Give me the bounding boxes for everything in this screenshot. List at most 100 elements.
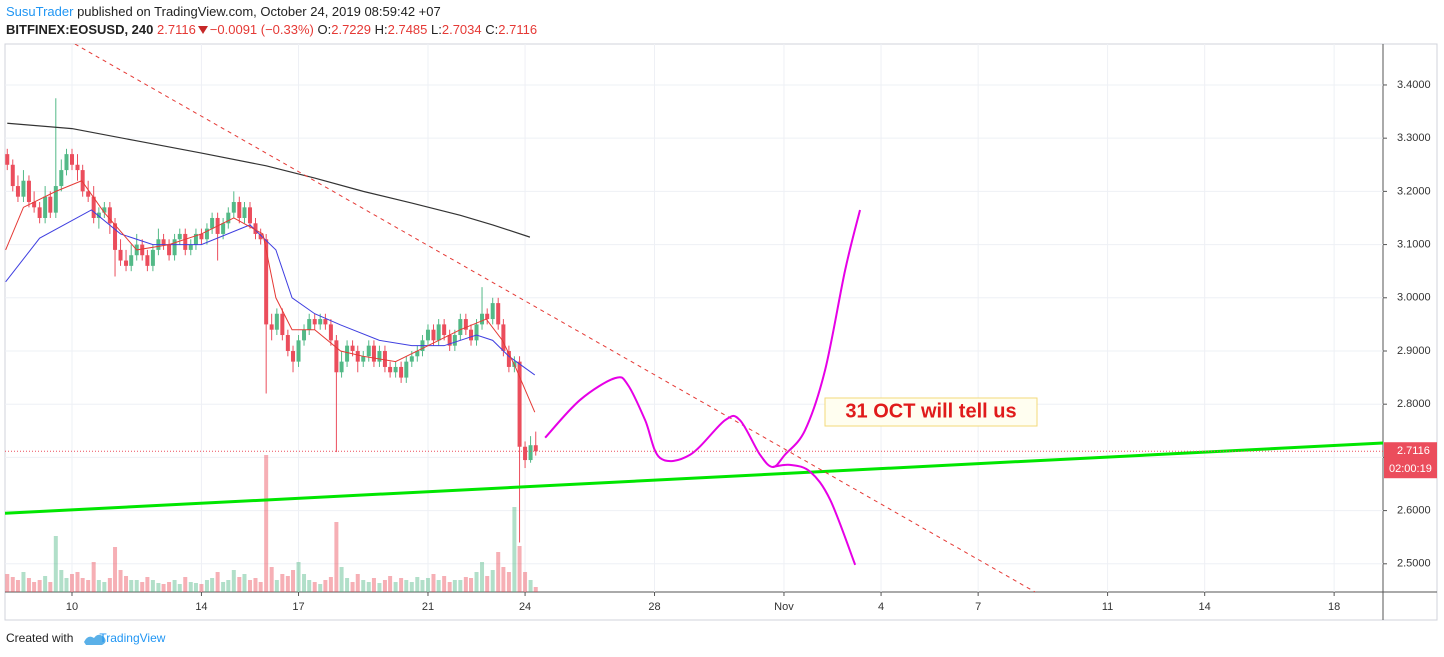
volume-bar (96, 580, 101, 592)
candle-body (150, 249, 155, 266)
candle-body (285, 335, 290, 351)
volume-bar (318, 584, 323, 592)
volume-layer (5, 455, 538, 592)
candle-body (129, 255, 134, 266)
candle-body (409, 356, 414, 362)
candle-body (528, 445, 533, 461)
candle-body (334, 340, 339, 373)
volume-bar (124, 576, 129, 592)
volume-bar (291, 570, 296, 592)
volume-bar (107, 578, 112, 592)
candle-body (96, 212, 101, 218)
candle-body (312, 319, 317, 325)
candle-body (113, 223, 118, 250)
x-tick-label: 24 (519, 601, 531, 613)
volume-bar (496, 552, 501, 592)
volume-bar (415, 577, 420, 592)
x-tick-label: 21 (422, 601, 434, 613)
candle-body (258, 233, 263, 240)
volume-bar (102, 582, 107, 592)
y-tick-label: 3.3000 (1397, 132, 1431, 144)
candle-body (204, 228, 209, 240)
candle-body (124, 260, 129, 266)
volume-bar (32, 582, 37, 592)
candle-body (161, 239, 166, 245)
ohlc-o: O: (317, 22, 332, 37)
volume-bar (258, 582, 263, 592)
volume-bar (274, 580, 279, 592)
last: 2.7116 (157, 22, 196, 37)
volume-bar (161, 584, 166, 592)
last-price-tag (1384, 442, 1437, 479)
countdown: 02:00:19 (1389, 463, 1432, 475)
tradingview-logo (84, 634, 106, 645)
candle-body (43, 196, 48, 218)
publish-line: SusuTrader published on TradingView.com,… (6, 4, 441, 19)
annotation-box (824, 397, 1038, 427)
candle-body (59, 170, 64, 187)
candle-body (345, 345, 350, 362)
candle-body (183, 233, 188, 250)
x-tick-label: 10 (66, 601, 78, 613)
volume-bar (404, 580, 409, 592)
candle-body (231, 202, 236, 213)
candle-body (221, 223, 226, 234)
volume-bar (177, 584, 182, 592)
volume-bar (264, 455, 269, 592)
candle-body (269, 324, 274, 330)
volume-bar (280, 574, 285, 592)
candle-body (140, 244, 145, 256)
candle-body (371, 345, 376, 362)
grid (5, 44, 1383, 592)
volume-bar (377, 583, 382, 592)
line (5, 209, 536, 376)
volume-bar (118, 570, 123, 592)
candle-body (393, 366, 398, 373)
volume-bar (296, 562, 301, 592)
candle-body (145, 255, 150, 266)
candle-body (86, 191, 91, 197)
volume-bar (425, 578, 430, 592)
volume-bar (210, 578, 215, 592)
volume-bar (156, 583, 161, 592)
volume-bar (43, 576, 48, 592)
candle-body (242, 207, 247, 218)
candle-body (102, 207, 107, 213)
candle-body (210, 217, 215, 229)
volume-bar (80, 578, 85, 592)
candle-body (302, 329, 307, 341)
candle-body (37, 207, 42, 218)
volume-bar (253, 578, 258, 592)
x-tick-label: 11 (1102, 601, 1113, 613)
volume-bar (506, 572, 511, 592)
volume-bar (302, 574, 307, 592)
volume-bar (409, 582, 414, 592)
volume-bar (399, 578, 404, 592)
y-tick-label: 2.5000 (1397, 558, 1431, 570)
volume-bar (480, 562, 485, 592)
candle-body (415, 350, 420, 357)
volume-bar (328, 577, 333, 592)
candle-body (485, 313, 490, 320)
candle-body (350, 345, 355, 351)
volume-bar (221, 582, 226, 592)
candle-body (463, 319, 468, 330)
candle-body (318, 319, 323, 325)
volume-bar (339, 567, 344, 592)
change: −0.0091 (−0.33%) (209, 22, 314, 37)
volume-bar (204, 580, 209, 592)
candle-body (291, 350, 296, 362)
candle-body (80, 170, 85, 192)
line (5, 441, 1383, 515)
candle-body (366, 345, 371, 357)
chart-frame (4, 43, 1438, 621)
candle-body (490, 303, 495, 320)
volume-bar (285, 576, 290, 592)
candle-body (382, 350, 387, 367)
candle-body (469, 329, 474, 341)
candle-body (323, 319, 328, 325)
candle-body (436, 324, 441, 341)
volume-bar (134, 580, 139, 592)
footer: Created with TradingView (6, 631, 165, 645)
candle-body (91, 196, 96, 218)
